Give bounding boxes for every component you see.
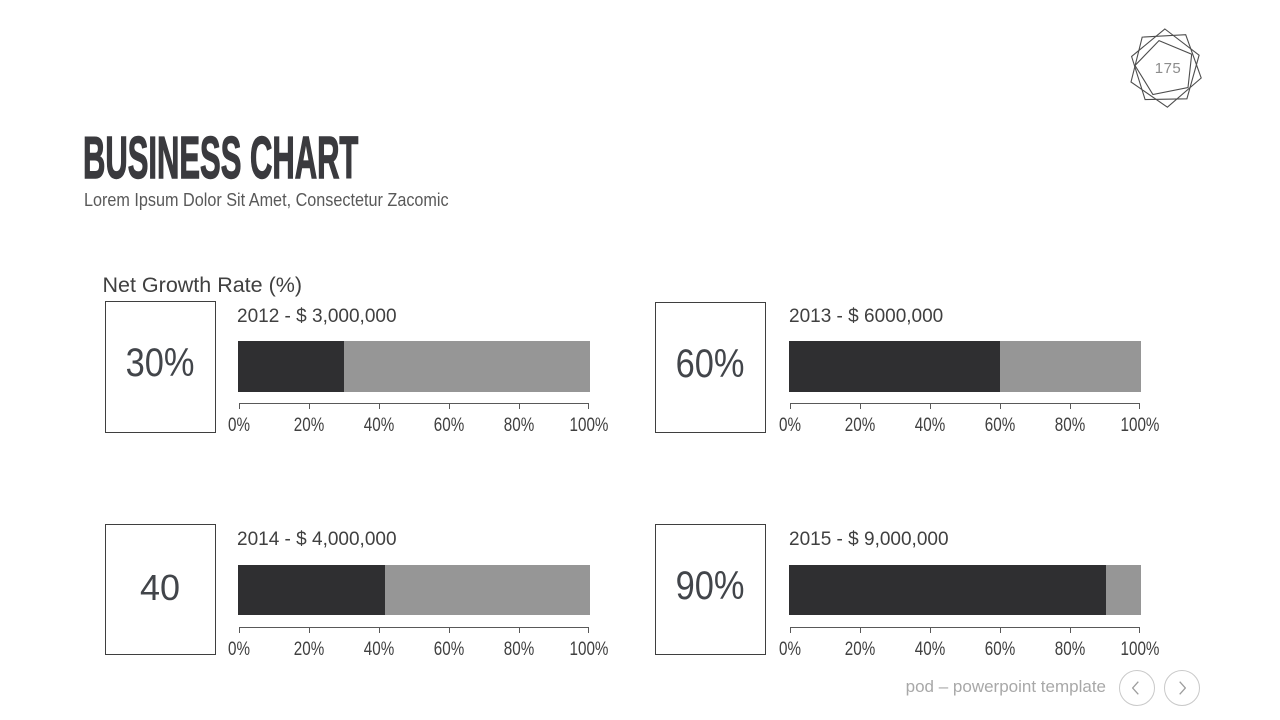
svg-text:175: 175 <box>1155 60 1182 77</box>
